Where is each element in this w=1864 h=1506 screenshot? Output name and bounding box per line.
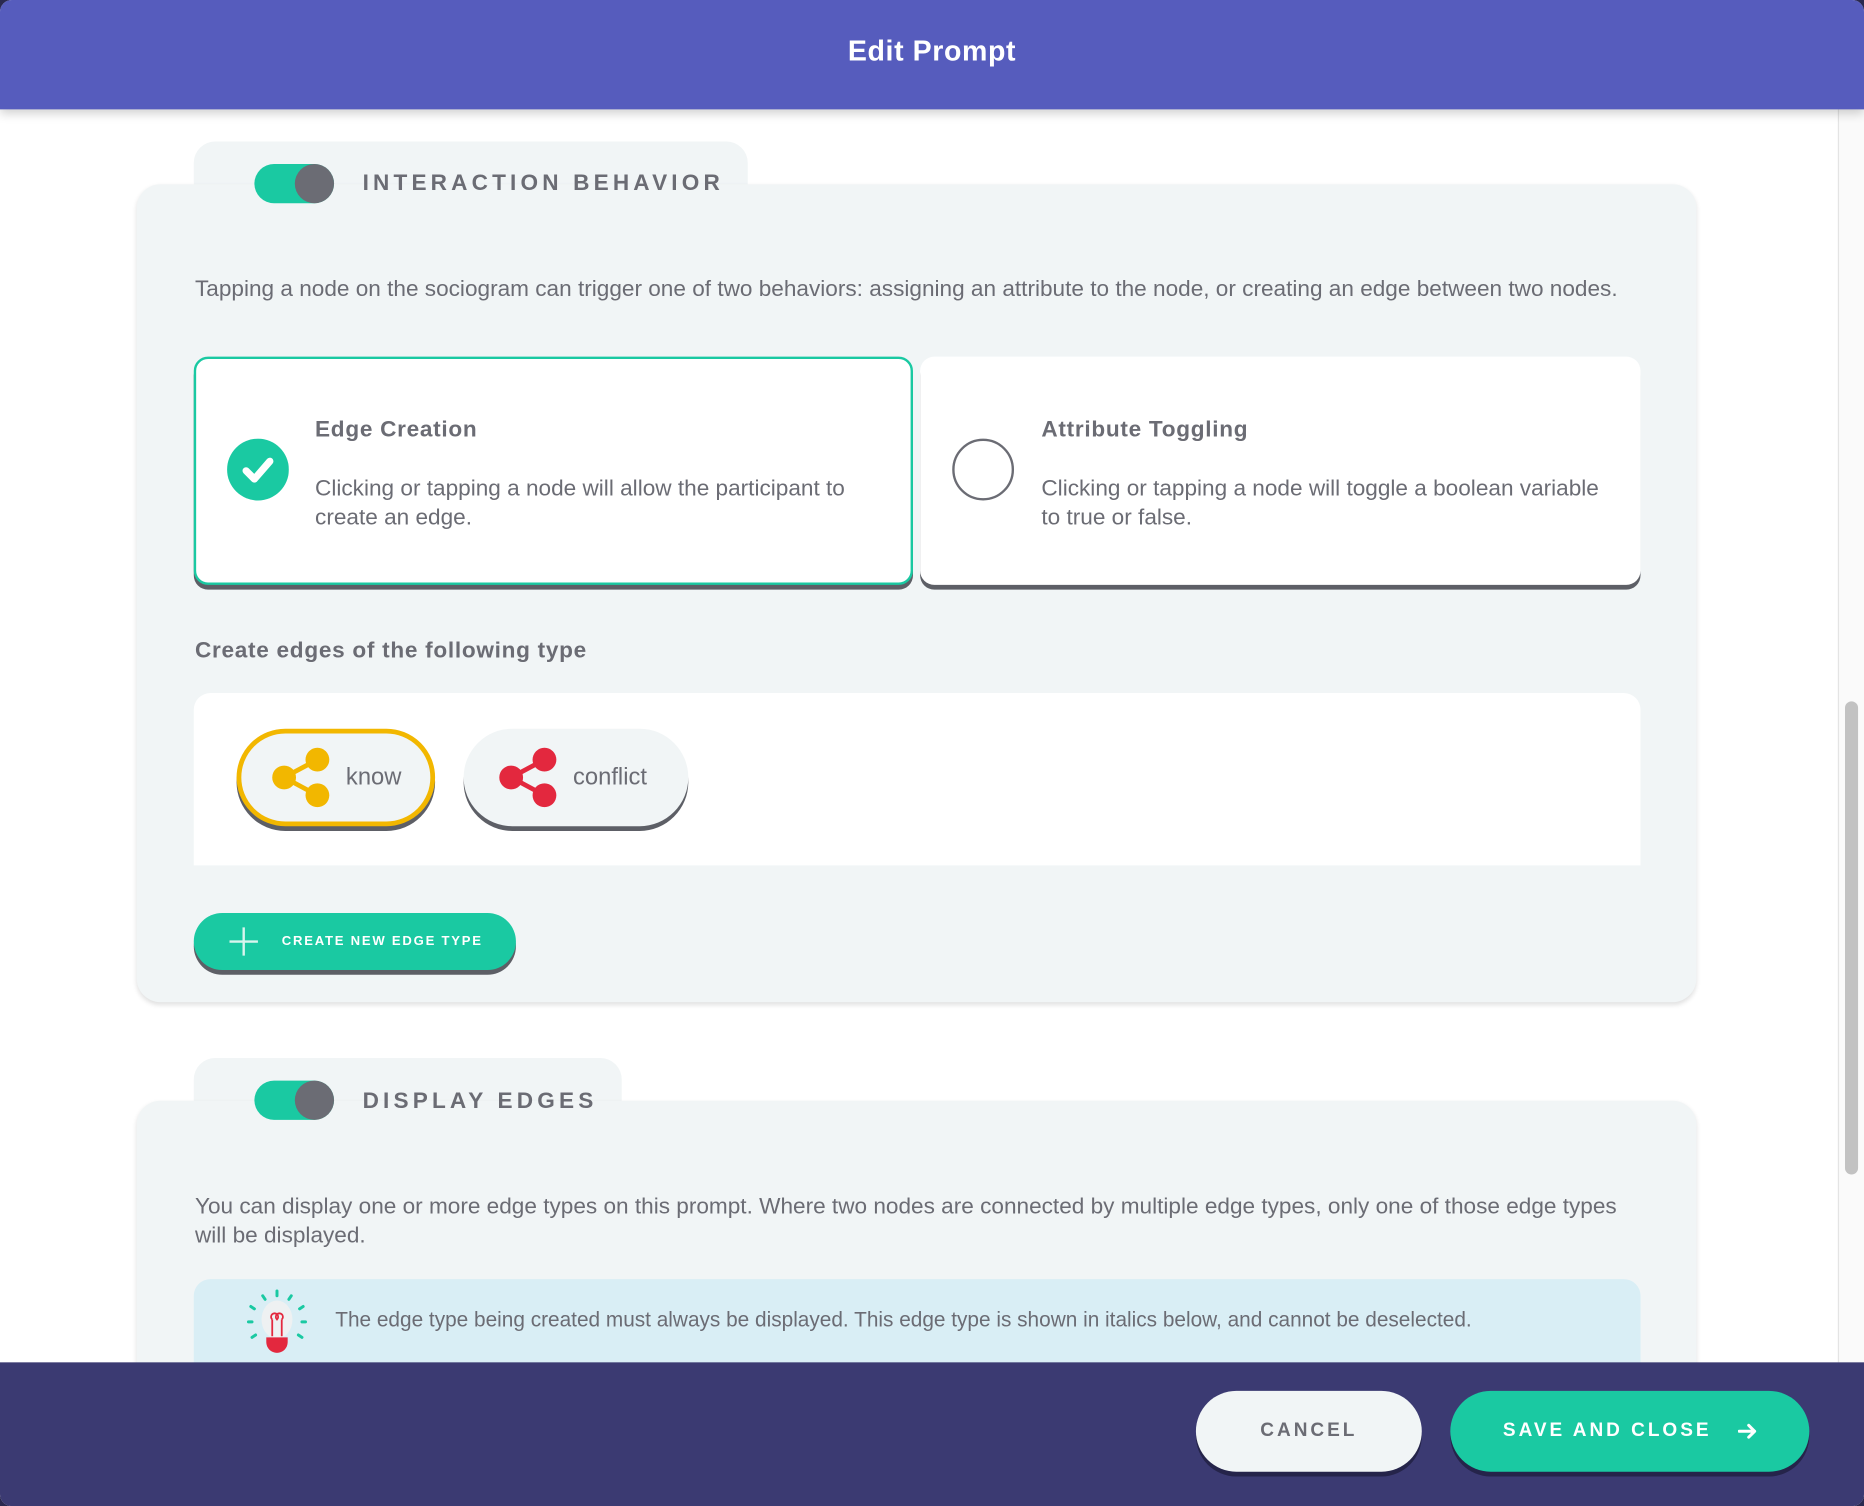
option-description: Clicking or tapping a node will allow th…	[315, 476, 845, 531]
tip-text: The edge type being created must always …	[335, 1307, 1472, 1332]
save-and-close-button[interactable]: SAVE AND CLOSE	[1450, 1390, 1810, 1472]
edge-type-know[interactable]: know	[236, 728, 436, 827]
arrow-right-icon	[1737, 1423, 1756, 1439]
cancel-button[interactable]: CANCEL	[1195, 1390, 1422, 1472]
plus-icon	[229, 927, 258, 956]
create-edge-type-label: CREATE NEW EDGE TYPE	[281, 934, 483, 949]
option-edge-creation[interactable]: Edge Creation Clicking or tapping a node…	[193, 356, 913, 585]
display-section-title: DISPLAY EDGES	[362, 1088, 598, 1114]
edge-type-label: know	[345, 763, 402, 790]
option-attribute-toggling[interactable]: Attribute Toggling Clicking or tapping a…	[920, 356, 1641, 585]
interaction-toggle[interactable]	[254, 164, 335, 204]
dialog-header: Edit Prompt	[0, 0, 1864, 110]
edge-type-conflict[interactable]: conflict	[463, 728, 689, 827]
check-circle-icon	[227, 438, 289, 501]
save-label: SAVE AND CLOSE	[1502, 1420, 1712, 1441]
radio-empty-icon	[952, 438, 1015, 501]
interaction-description: Tapping a node on the sociogram can trig…	[194, 276, 1618, 302]
edge-type-label: conflict	[572, 763, 647, 790]
cancel-label: CANCEL	[1260, 1420, 1358, 1441]
option-title: Attribute Toggling	[1041, 417, 1249, 443]
display-description: You can display one or more edge types o…	[194, 1194, 1617, 1249]
interaction-section-title: INTERACTION BEHAVIOR	[362, 171, 724, 197]
dialog-footer: CANCEL SAVE AND CLOSE	[0, 1362, 1864, 1506]
edge-share-icon	[272, 747, 330, 808]
dialog-title: Edit Prompt	[847, 35, 1017, 68]
create-edge-type-button[interactable]: CREATE NEW EDGE TYPE	[193, 912, 516, 971]
edge-share-icon	[499, 747, 557, 808]
toggle-knob	[294, 164, 335, 204]
edge-type-label: Create edges of the following type	[194, 638, 587, 664]
scrollbar-thumb[interactable]	[1844, 701, 1859, 1175]
lightbulb-icon	[246, 1289, 308, 1353]
option-title: Edge Creation	[315, 417, 478, 443]
interaction-section-panel	[136, 184, 1697, 1003]
toggle-knob	[294, 1080, 335, 1120]
scrollbar-track[interactable]	[1837, 109, 1864, 1363]
display-edges-toggle[interactable]	[254, 1080, 335, 1120]
option-description: Clicking or tapping a node will toggle a…	[1041, 476, 1599, 531]
